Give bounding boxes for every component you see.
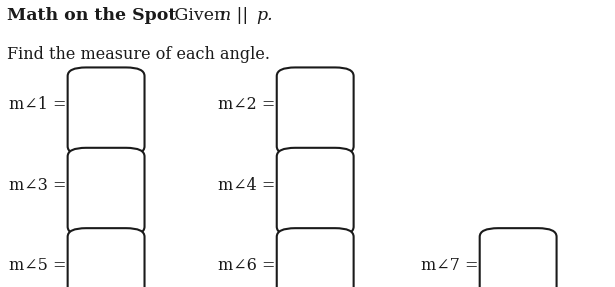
Text: n: n — [220, 7, 231, 24]
Text: m∠1 =: m∠1 = — [9, 96, 66, 113]
FancyBboxPatch shape — [68, 67, 145, 155]
Text: Math on the Spot: Math on the Spot — [7, 7, 177, 24]
Text: Find the measure of each angle.: Find the measure of each angle. — [7, 46, 271, 63]
Text: Given: Given — [169, 7, 230, 24]
FancyBboxPatch shape — [277, 228, 354, 287]
Text: p.: p. — [256, 7, 273, 24]
Text: m∠5 =: m∠5 = — [9, 257, 66, 274]
FancyBboxPatch shape — [277, 67, 354, 155]
FancyBboxPatch shape — [277, 148, 354, 235]
Text: m∠2 =: m∠2 = — [218, 96, 276, 113]
FancyBboxPatch shape — [480, 228, 557, 287]
Text: m∠6 =: m∠6 = — [218, 257, 276, 274]
Text: m∠7 =: m∠7 = — [421, 257, 478, 274]
FancyBboxPatch shape — [68, 228, 145, 287]
Text: m∠4 =: m∠4 = — [218, 177, 276, 194]
FancyBboxPatch shape — [68, 148, 145, 235]
Text: m∠3 =: m∠3 = — [9, 177, 66, 194]
Text: ||: || — [231, 7, 253, 24]
